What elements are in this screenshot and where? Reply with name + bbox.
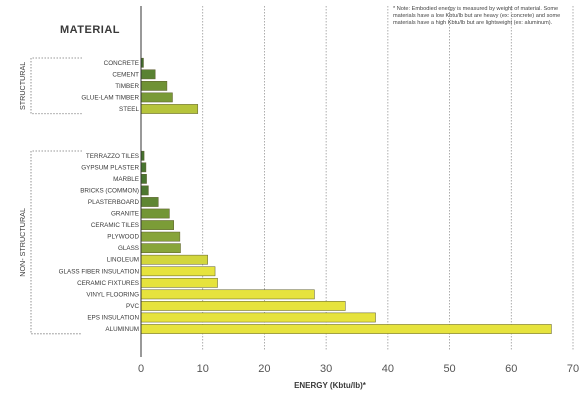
- bar: [140, 231, 181, 242]
- x-tick-labels: 0 10 20 30 40 50 60 70: [138, 363, 579, 375]
- x-tick-label: 0: [138, 363, 144, 375]
- group-bracket: [30, 57, 82, 115]
- grid-lines: [202, 6, 574, 350]
- bars: [140, 57, 552, 334]
- x-tick-label: 10: [197, 363, 209, 375]
- category-label: GLASS FIBER INSULATION: [59, 268, 140, 275]
- bar: [140, 324, 552, 334]
- group-label: STRUCTURAL: [18, 62, 27, 110]
- bar: [140, 104, 199, 114]
- group-brackets: STRUCTURAL NON- STRUCTURAL: [18, 57, 82, 335]
- group-bracket: [30, 150, 82, 335]
- bar: [140, 243, 181, 254]
- category-label: GYPSUM PLASTER: [81, 164, 139, 171]
- footnote: * Note: Embodied energy is measured by w…: [393, 6, 561, 26]
- category-label: PLYWOOD: [107, 234, 139, 241]
- x-tick-label: 60: [505, 363, 517, 375]
- bar: [140, 289, 315, 300]
- category-label: LINOLEUM: [107, 257, 139, 264]
- x-axis-title: ENERGY (Kbtu/lb)*: [294, 381, 366, 390]
- bar: [140, 92, 173, 103]
- category-label: TERRAZZO TILES: [86, 153, 139, 160]
- category-label: VINYL FLOORING: [86, 291, 139, 298]
- category-label: CERAMIC TILES: [91, 222, 139, 229]
- category-label: GLUE-LAM TIMBER: [81, 94, 139, 101]
- bar: [140, 162, 147, 173]
- category-label: MARBLE: [113, 176, 139, 183]
- category-label: CERAMIC FIXTURES: [77, 280, 139, 287]
- category-label: BRICKS (COMMON): [80, 187, 139, 194]
- bar: [140, 81, 168, 91]
- category-label: GLASS: [118, 245, 139, 252]
- category-label: STEEL: [119, 106, 139, 113]
- bar: [140, 266, 216, 277]
- bar: [140, 185, 149, 196]
- category-label: PVC: [126, 303, 139, 310]
- category-label: ALUMINUM: [105, 326, 139, 333]
- bar: [140, 208, 170, 219]
- category-label: CONCRETE: [104, 60, 139, 67]
- category-label: CEMENT: [112, 71, 139, 78]
- category-label: GRANITE: [111, 211, 139, 218]
- bar: [140, 277, 218, 288]
- bar: [140, 69, 156, 80]
- x-tick-label: 40: [382, 363, 394, 375]
- bar: [140, 174, 147, 184]
- category-label: EPS INSULATION: [87, 314, 139, 321]
- x-tick-label: 70: [567, 363, 579, 375]
- bar: [140, 301, 346, 311]
- bar: [140, 254, 208, 265]
- bar: [140, 312, 376, 323]
- x-tick-label: 50: [443, 363, 455, 375]
- group-label: NON- STRUCTURAL: [18, 208, 27, 277]
- x-tick-label: 20: [258, 363, 270, 375]
- bar: [140, 197, 159, 207]
- chart-heading: MATERIAL: [60, 24, 121, 36]
- category-label: PLASTERBOARD: [88, 199, 140, 206]
- bar: [140, 220, 174, 230]
- category-label: TIMBER: [115, 83, 139, 90]
- category-labels: CONCRETE CEMENT TIMBER GLUE-LAM TIMBER STEEL…: [59, 60, 140, 333]
- x-tick-label: 30: [320, 363, 332, 375]
